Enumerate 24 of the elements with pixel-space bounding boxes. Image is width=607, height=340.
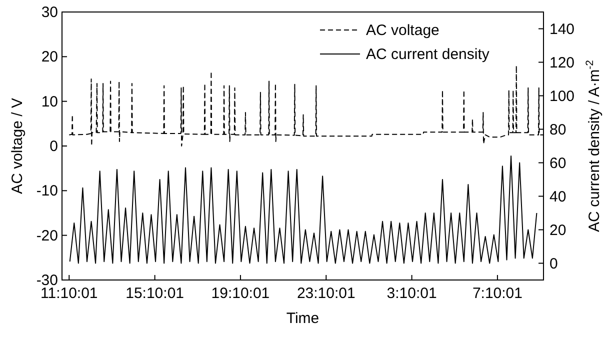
legend-label: AC current density xyxy=(366,46,490,63)
legend-label: AC voltage xyxy=(366,22,440,39)
y-tick-label: 20 xyxy=(41,48,58,66)
y-tick-label: -20 xyxy=(36,227,58,244)
x-axis-title: Time xyxy=(286,310,320,327)
x-tick-label: 19:10:01 xyxy=(211,285,270,302)
line-series xyxy=(69,156,538,264)
x-tick-label: 3:10:01 xyxy=(386,285,437,302)
y2-tick-label: 120 xyxy=(550,54,575,72)
y-tick-label: 10 xyxy=(41,93,58,110)
y2-tick-label: 40 xyxy=(550,188,566,206)
y-tick-label: 0 xyxy=(50,138,58,155)
y2-tick-label: 100 xyxy=(550,88,575,105)
y2-tick-label: 20 xyxy=(550,222,566,239)
y-tick-label: 30 xyxy=(41,4,58,21)
x-tick-label: 23:10:01 xyxy=(296,285,356,302)
y2-tick-label: 80 xyxy=(550,121,566,138)
y2-tick-label: 0 xyxy=(550,255,558,272)
y-axis-title: AC voltage / V xyxy=(9,98,26,194)
x-tick-label: 15:10:01 xyxy=(126,285,184,302)
x-tick-label: 7:10:01 xyxy=(472,285,522,302)
y2-tick-label: 140 xyxy=(550,20,575,38)
y-tick-label: -10 xyxy=(36,182,58,200)
y2-tick-label: 60 xyxy=(550,154,566,172)
